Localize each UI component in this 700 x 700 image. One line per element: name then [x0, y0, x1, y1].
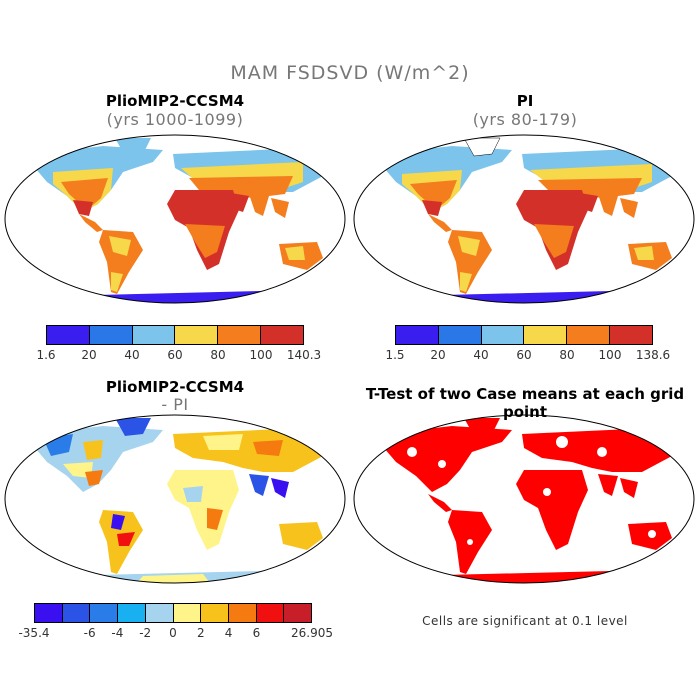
top_left-tick-label: 100	[249, 348, 273, 362]
bottom_left-tick-label: -4	[111, 626, 124, 640]
bottom_left-swatch-1	[62, 604, 91, 622]
bottom_left-tick-label: -35.4	[18, 626, 50, 640]
bottom_left-swatch-9	[284, 604, 312, 622]
bottom_left-tick-label: 4	[224, 626, 233, 640]
panel2-subtitle: (yrs 80-179)	[472, 110, 578, 129]
map-pi	[353, 134, 695, 304]
top_left-tick-label: 140.3	[286, 348, 322, 362]
top_right-tick-label: 100	[598, 348, 622, 362]
top_left-swatch-0	[47, 326, 90, 344]
panel1-title: PlioMIP2-CCSM4	[105, 92, 245, 110]
bottom_left-swatch-2	[90, 604, 119, 622]
top_right-tick-label: 80	[559, 348, 575, 362]
map-pliomip2	[4, 134, 346, 304]
top_left-swatch-2	[132, 326, 176, 344]
top_right-tick-label: 40	[473, 348, 489, 362]
top_right-swatch-3	[524, 326, 568, 344]
bottom_left-swatch-8	[256, 604, 285, 622]
panel3-title: PlioMIP2-CCSM4	[105, 378, 245, 396]
bottom_left-tick-label: -2	[139, 626, 152, 640]
top_left-swatch-1	[89, 326, 133, 344]
bottom_left-tick-label: 2	[196, 626, 205, 640]
bottom_left-swatch-5	[173, 604, 202, 622]
bottom_left-swatch-7	[228, 604, 257, 622]
bottom_left-tick-label: 6	[252, 626, 261, 640]
top_right-swatch-5	[610, 326, 652, 344]
bottom_left-tick-label: -6	[83, 626, 96, 640]
bottom_left-swatch-4	[145, 604, 174, 622]
bottom_left-swatch-6	[201, 604, 229, 622]
colorbar-difference	[34, 603, 312, 623]
top_left-swatch-5	[261, 326, 303, 344]
top_right-tick-label: 1.5	[385, 348, 405, 362]
panel4-title: T-Test of two Case means at each grid po…	[365, 385, 685, 421]
colorbar-pliomip2	[46, 325, 304, 345]
bottom_left-tick-label: 0	[169, 626, 177, 640]
panel2-title: PI	[516, 92, 534, 110]
top_left-swatch-3	[175, 326, 219, 344]
top_right-swatch-2	[481, 326, 525, 344]
bottom_left-swatch-0	[35, 604, 63, 622]
top_right-tick-label: 138.6	[635, 348, 671, 362]
top_left-swatch-4	[218, 326, 262, 344]
map-difference	[4, 414, 346, 584]
top_right-tick-label: 60	[516, 348, 532, 362]
bottom_left-tick-label: 26.905	[291, 626, 333, 640]
ttest-note: Cells are significant at 0.1 level	[422, 614, 628, 628]
top_right-swatch-0	[396, 326, 439, 344]
bottom_left-swatch-3	[118, 604, 146, 622]
top_left-tick-label: 20	[81, 348, 97, 362]
figure-title: MAM FSDSVD (W/m^2)	[230, 62, 470, 84]
top_left-tick-label: 40	[124, 348, 140, 362]
top_left-tick-label: 1.6	[36, 348, 56, 362]
colorbar-pi	[395, 325, 653, 345]
top_right-swatch-1	[438, 326, 482, 344]
top_left-tick-label: 60	[167, 348, 183, 362]
top_right-swatch-4	[567, 326, 611, 344]
top_left-tick-label: 80	[210, 348, 226, 362]
top_right-tick-label: 20	[430, 348, 446, 362]
panel1-subtitle: (yrs 1000-1099)	[106, 110, 244, 129]
panel3-subtitle: - PI	[161, 395, 189, 414]
map-ttest	[353, 414, 695, 584]
